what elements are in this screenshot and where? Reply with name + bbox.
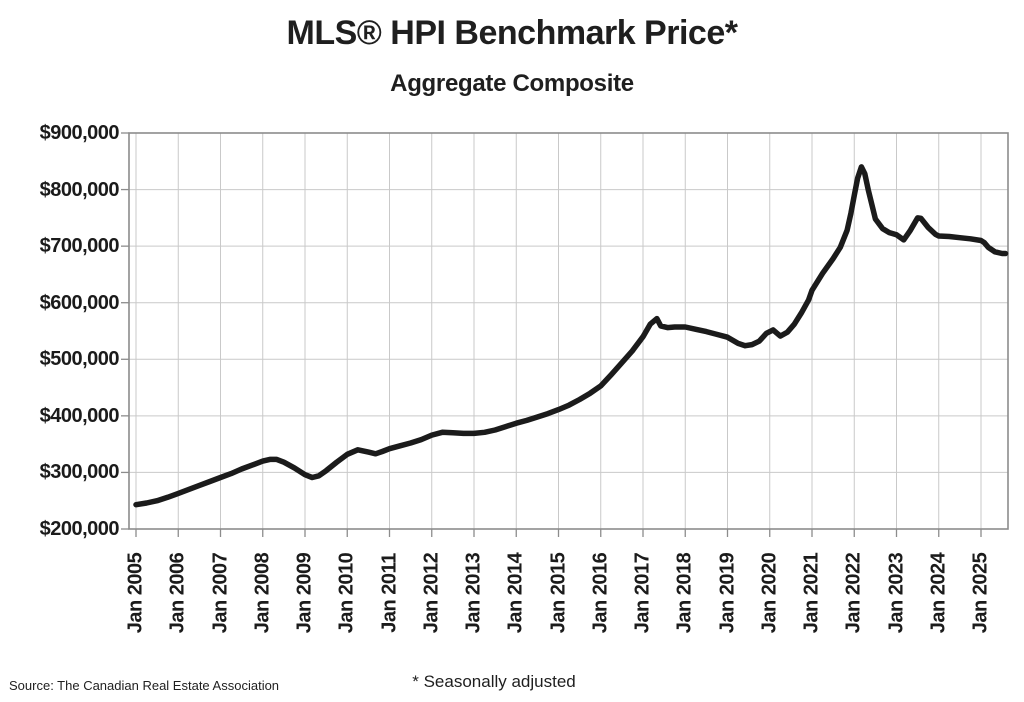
- x-tick-label: Jan 2019: [716, 552, 738, 634]
- x-tick-label: Jan 2018: [673, 552, 696, 634]
- x-tick-label: Jan 2015: [547, 552, 569, 634]
- x-tick-label: Jan 2023: [885, 552, 907, 634]
- plot-border: [128, 132, 1009, 530]
- x-tick-label: Jan 2017: [631, 552, 654, 634]
- x-tick-label: Jan 2014: [504, 552, 527, 634]
- plot-area: [121, 132, 1009, 537]
- x-tick-label: Jan 2010: [335, 552, 358, 634]
- benchmark-price-line: [133, 164, 1009, 508]
- y-tick-label: $800,000: [39, 178, 120, 201]
- source-note: Source: The Canadian Real Estate Associa…: [9, 678, 280, 693]
- x-tick-label: Jan 2005: [124, 552, 147, 634]
- x-tick-label: Jan 2024: [927, 552, 950, 634]
- chart-subtitle: Aggregate Composite: [390, 70, 634, 97]
- y-tick-label: $200,000: [39, 518, 120, 540]
- x-tick-label: Jan 2011: [378, 553, 400, 633]
- x-tick-label: Jan 2016: [589, 552, 612, 634]
- y-tick-label: $300,000: [39, 461, 120, 484]
- x-tick-label: Jan 2009: [293, 552, 316, 634]
- x-tick-label: Jan 2008: [251, 552, 274, 634]
- x-tick-label: Jan 2013: [462, 552, 485, 634]
- x-tick-label: Jan 2022: [842, 552, 865, 634]
- x-tick-label: Jan 2020: [758, 552, 781, 634]
- y-tick-label: $900,000: [39, 122, 120, 144]
- chart-title: MLS® HPI Benchmark Price*: [286, 14, 738, 52]
- x-tick-label: Jan 2021: [800, 552, 823, 634]
- x-tick-label: Jan 2007: [209, 552, 231, 634]
- x-tick-label: Jan 2006: [166, 552, 189, 634]
- seasonally-adjusted-footnote: * Seasonally adjusted: [412, 672, 576, 691]
- x-tick-label: Jan 2025: [969, 552, 992, 634]
- y-tick-label: $400,000: [39, 404, 120, 427]
- y-tick-label: $600,000: [39, 291, 120, 314]
- y-tick-label: $700,000: [39, 235, 120, 258]
- y-tick-label: $500,000: [39, 348, 120, 371]
- x-tick-label: Jan 2012: [420, 552, 443, 634]
